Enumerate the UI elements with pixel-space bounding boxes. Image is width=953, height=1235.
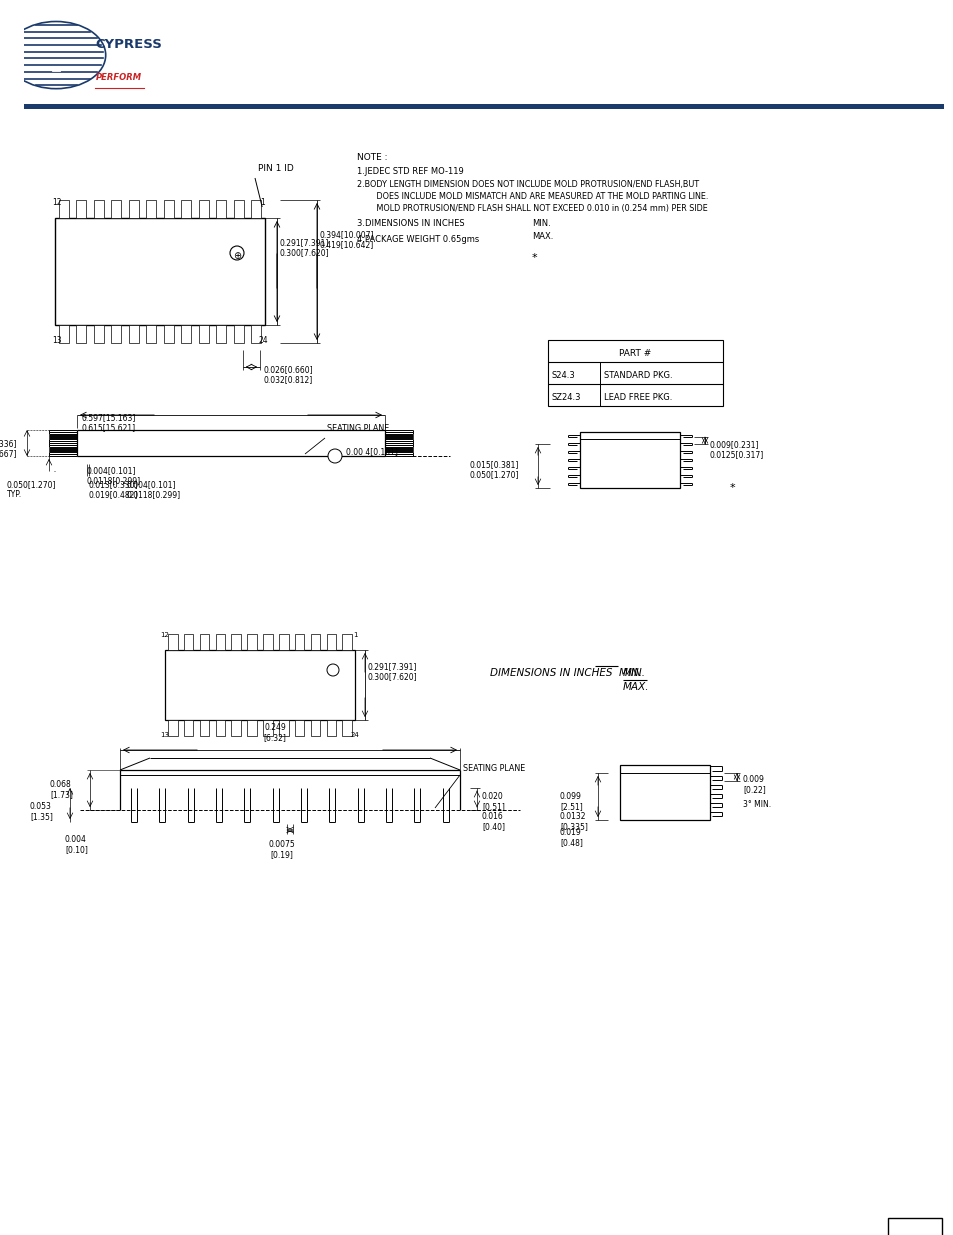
Bar [181,200,191,219]
Text: 1: 1 [353,632,356,638]
Bar [146,325,156,343]
Bar [247,720,256,736]
Bar [311,634,320,650]
Text: SEATING PLANE: SEATING PLANE [462,764,525,773]
Bar [59,200,69,219]
Bar [76,325,86,343]
Text: 12: 12 [160,632,170,638]
Text: 0.009[0.231]
0.0125[0.317]: 0.009[0.231] 0.0125[0.317] [709,440,763,459]
Text: 0.597[15.163]
0.615[15.621]: 0.597[15.163] 0.615[15.621] [82,412,136,432]
Bar [342,720,352,736]
Circle shape [328,450,341,463]
Text: 0.099
[2.51]: 0.099 [2.51] [559,792,582,811]
Text: DIMENSIONS IN INCHES  MIN.: DIMENSIONS IN INCHES MIN. [490,668,641,678]
Text: 0.053
[1.35]: 0.053 [1.35] [30,802,52,821]
Bar [252,200,261,219]
Text: 0.016
[0.40]: 0.016 [0.40] [481,811,504,831]
Text: 1: 1 [260,198,265,207]
Text: 0.291[7.391]
0.300[7.620]: 0.291[7.391] 0.300[7.620] [280,238,330,257]
Bar [547,340,722,406]
Bar [199,720,209,736]
Bar [216,325,226,343]
Text: 13: 13 [160,732,170,739]
Text: 1.JEDEC STD REF MO-119: 1.JEDEC STD REF MO-119 [356,167,463,177]
Bar [199,325,209,343]
Text: 0.0132
[0.335]: 0.0132 [0.335] [559,811,587,831]
Bar [619,764,709,820]
Bar [76,200,86,219]
Bar [232,634,241,650]
Text: 12: 12 [52,198,62,207]
Text: SEATING PLANE: SEATING PLANE [327,424,389,433]
Text: 0.013[0.330]
0.019[0.482]: 0.013[0.330] 0.019[0.482] [89,480,138,499]
Bar [233,200,243,219]
Bar [59,325,69,343]
Text: MAX.: MAX. [532,232,553,241]
Text: MIN.: MIN. [532,219,550,228]
Circle shape [230,246,244,261]
Text: SZ24.3: SZ24.3 [552,393,581,401]
Bar [112,325,121,343]
Text: PART #: PART # [618,348,651,357]
Bar [199,634,209,650]
Text: 0.092[2.336]
0.105[2.667]: 0.092[2.336] 0.105[2.667] [0,438,16,458]
Text: 24: 24 [258,336,268,345]
Text: CYPRESS: CYPRESS [95,37,162,51]
Bar [93,325,104,343]
Text: MIN.: MIN. [622,668,645,678]
Bar [184,634,193,650]
Bar [294,634,304,650]
Text: 2.BODY LENGTH DIMENSION DOES NOT INCLUDE MOLD PROTRUSION/END FLASH,BUT: 2.BODY LENGTH DIMENSION DOES NOT INCLUDE… [356,180,699,189]
Bar [326,720,335,736]
Text: MOLD PROTRUSION/END FLASH SHALL NOT EXCEED 0.010 in (0.254 mm) PER SIDE: MOLD PROTRUSION/END FLASH SHALL NOT EXCE… [369,204,707,212]
Text: 3° MIN.: 3° MIN. [742,800,770,809]
Text: 0.00 4[0.101]: 0.00 4[0.101] [346,447,397,457]
Bar [326,634,335,650]
Text: STANDARD PKG.: STANDARD PKG. [603,370,672,379]
Bar [165,650,355,720]
Text: 0.026[0.660]
0.032[0.812]: 0.026[0.660] 0.032[0.812] [263,366,313,384]
Text: NOTE :: NOTE : [356,153,387,162]
Text: 0.004
[0.10]: 0.004 [0.10] [65,835,88,855]
Bar [215,634,225,650]
Text: 0.019
[0.48]: 0.019 [0.48] [559,827,582,847]
Text: 0.009
[0.22]: 0.009 [0.22] [742,776,765,794]
Bar [263,634,273,650]
Bar [168,634,177,650]
Bar [247,634,256,650]
Bar [164,325,173,343]
Bar [129,200,138,219]
Bar [252,325,261,343]
Text: 0.068
[1.73]: 0.068 [1.73] [50,781,72,799]
Bar [93,200,104,219]
Text: *: * [532,253,537,263]
Bar [887,1218,941,1235]
Text: 0.291[7.391]
0.300[7.620]: 0.291[7.391] 0.300[7.620] [368,662,417,682]
Text: 0.004[0.101]
0.0118[0.299]: 0.004[0.101] 0.0118[0.299] [127,480,181,499]
Text: PERFORM: PERFORM [95,73,142,83]
Text: 13: 13 [52,336,62,345]
Text: 0.015[0.381]
0.050[1.270]: 0.015[0.381] 0.050[1.270] [470,459,519,479]
Bar [263,720,273,736]
Text: 0.004[0.101]
0.0118[0.299]: 0.004[0.101] 0.0118[0.299] [87,466,141,485]
Text: 0.394[10.007]
0.419[10.642]: 0.394[10.007] 0.419[10.642] [319,230,375,249]
Bar [164,200,173,219]
Bar [146,200,156,219]
Text: 0.020
[0.51]: 0.020 [0.51] [481,792,504,811]
Bar [278,634,288,650]
Bar [55,219,265,325]
Bar [129,325,138,343]
Bar [311,720,320,736]
Text: 4.PACKAGE WEIGHT 0.65gms: 4.PACKAGE WEIGHT 0.65gms [356,235,478,245]
Bar [216,200,226,219]
Text: 24: 24 [351,732,359,739]
Bar [232,720,241,736]
Bar [342,634,352,650]
Text: 3.DIMENSIONS IN INCHES: 3.DIMENSIONS IN INCHES [356,219,464,228]
Text: 0.0075
[0.19]: 0.0075 [0.19] [269,840,295,860]
Text: ⊕: ⊕ [233,251,241,261]
Bar [112,200,121,219]
Circle shape [327,664,338,676]
Text: DOES INCLUDE MOLD MISMATCH AND ARE MEASURED AT THE MOLD PARTING LINE.: DOES INCLUDE MOLD MISMATCH AND ARE MEASU… [369,191,708,201]
Bar [181,325,191,343]
